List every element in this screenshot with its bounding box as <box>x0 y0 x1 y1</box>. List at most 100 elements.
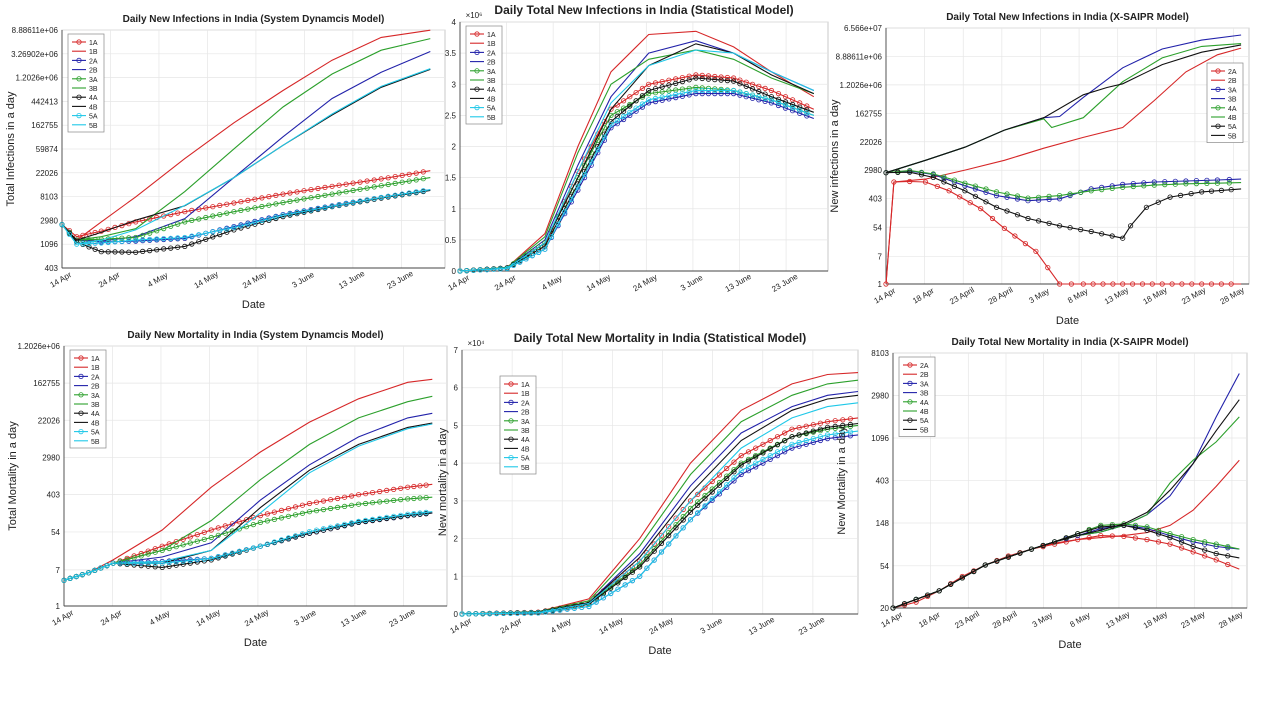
series-point-5A <box>238 223 244 229</box>
series-point-5A <box>133 237 139 243</box>
series-point-3A <box>182 219 188 225</box>
series-point-4A <box>702 496 708 502</box>
legend-marker-1A <box>474 31 480 37</box>
series-point-5A <box>658 549 665 555</box>
series-point-4A <box>637 564 643 570</box>
series-point-1A <box>420 169 426 175</box>
series-point-4A <box>687 509 694 515</box>
series-point-5A <box>1017 550 1023 556</box>
series-point-2A <box>817 437 824 444</box>
y-tick-label: 403 <box>47 491 61 500</box>
series-point-5A <box>730 87 737 94</box>
series-point-3A <box>673 521 679 528</box>
series-point-2A <box>978 206 984 212</box>
legend-marker-1A <box>78 355 84 361</box>
series-point-2A <box>803 441 809 447</box>
series-point-1A <box>243 517 249 523</box>
series-point-5A <box>1004 208 1010 214</box>
series-point-4A <box>112 249 118 255</box>
series-point-5A <box>371 196 377 202</box>
legend-label-5B: 5B <box>1228 133 1237 140</box>
series-point-5A <box>659 94 665 100</box>
series-point-5A <box>600 595 607 601</box>
series-point-5A <box>1121 522 1127 529</box>
series-point-5A <box>666 541 672 547</box>
y-tick-label: 7 <box>878 252 883 261</box>
series-point-1A <box>693 72 699 78</box>
series-point-1A <box>357 179 363 185</box>
series-point-1A <box>709 478 715 485</box>
series-line-5B <box>461 402 859 615</box>
x-tick-label: 23 May <box>1179 609 1206 630</box>
series-point-1A <box>810 422 816 428</box>
series-point-4A <box>789 101 796 108</box>
series-point-5A <box>1144 527 1150 533</box>
y-tick-label: 54 <box>873 223 882 232</box>
legend-label-3A: 3A <box>521 419 530 426</box>
series-point-2A <box>832 435 838 441</box>
legend-label-3A: 3A <box>920 381 929 388</box>
legend-label-3A: 3A <box>91 393 100 400</box>
series-point-1A <box>231 200 237 206</box>
legend-label-1A: 1A <box>89 40 98 47</box>
x-tick-label: 23 June <box>388 607 418 629</box>
legend-marker-4A <box>76 94 82 100</box>
series-point-1A <box>210 204 216 210</box>
series-point-4A <box>768 94 775 100</box>
series-point-5A <box>756 94 762 100</box>
legend-label-1B: 1B <box>521 391 530 398</box>
series-point-2A <box>840 434 846 440</box>
series-point-5A <box>901 601 908 607</box>
series-point-3A <box>659 89 665 95</box>
series-point-2A <box>1155 539 1162 545</box>
legend-label-4A: 4A <box>487 87 496 94</box>
series-point-3A <box>222 530 228 536</box>
series-point-4A <box>1155 527 1162 533</box>
series-point-1A <box>782 94 789 100</box>
series-point-4A <box>173 562 179 568</box>
legend-label-2B: 2B <box>91 384 100 391</box>
series-line-4A <box>885 170 1242 199</box>
series-point-5A <box>145 560 151 566</box>
series-point-5A <box>222 552 228 558</box>
y-tick-label: 4 <box>454 459 459 468</box>
y-axis-label: Total Infections in a day <box>5 91 17 206</box>
series-point-5A <box>417 510 423 516</box>
series-point-5A <box>907 169 913 175</box>
series-point-5A <box>131 560 137 566</box>
series-point-3A <box>411 495 417 502</box>
series-point-3A <box>608 112 614 119</box>
series-point-1A <box>737 77 743 83</box>
series-point-1A <box>724 74 731 81</box>
series-point-1A <box>385 175 391 181</box>
axis-exponent: ×10⁶ <box>466 11 483 20</box>
series-point-2A <box>745 468 752 474</box>
series-point-4A <box>693 75 699 81</box>
series-point-3A <box>154 228 160 234</box>
series-point-5A <box>941 179 947 185</box>
series-point-5A <box>364 197 370 203</box>
series-point-5A <box>767 452 773 459</box>
series-point-4A <box>1088 188 1094 194</box>
series-point-5A <box>695 510 701 516</box>
y-tick-label: 6.566e+07 <box>844 24 883 33</box>
series-point-4A <box>119 249 125 255</box>
y-tick-label: 22026 <box>38 416 61 425</box>
series-point-4A <box>405 512 411 519</box>
series-point-2A <box>934 183 940 189</box>
series-point-2A <box>762 98 768 105</box>
series-point-4A <box>1151 182 1157 188</box>
x-tick-label: 4 May <box>148 608 171 627</box>
series-point-5A <box>423 509 429 516</box>
series-point-4A <box>627 103 633 109</box>
y-tick-label: 1.2026e+06 <box>840 81 883 90</box>
legend-marker-4A <box>508 436 514 442</box>
series-point-5A <box>712 87 718 94</box>
series-point-2A <box>743 94 749 100</box>
chart-title: Daily New Mortality in India (System Dyn… <box>127 330 383 341</box>
series-point-5A <box>993 204 1000 210</box>
series-point-1A <box>646 81 652 87</box>
x-tick-label: 3 June <box>290 270 316 290</box>
series-point-4A <box>1167 531 1173 537</box>
